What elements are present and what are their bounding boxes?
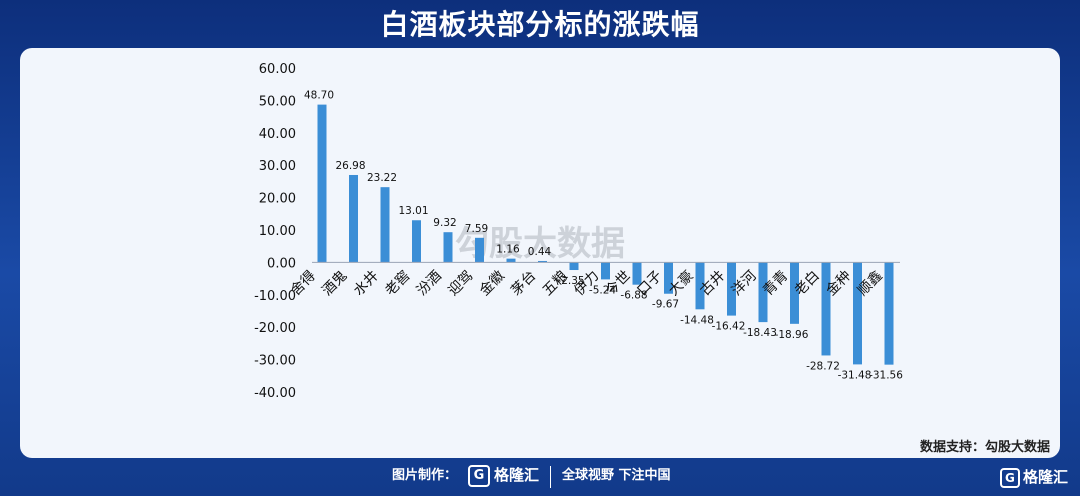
x-tick-label: 茅台 bbox=[508, 268, 539, 299]
y-tick-label: 10.00 bbox=[259, 224, 296, 239]
bar-chart: 勾股大数据 60.0050.0040.0030.0020.0010.000.00… bbox=[254, 62, 903, 401]
corner-logo-text: 格隆汇 bbox=[1022, 468, 1068, 486]
footer-logo-text: 格隆汇 bbox=[494, 466, 540, 484]
footer-slogan: 全球视野 下注中国 bbox=[562, 468, 671, 483]
value-label: -18.43 bbox=[743, 327, 777, 339]
bar bbox=[443, 232, 453, 263]
bar bbox=[538, 260, 547, 263]
chart-panel bbox=[20, 48, 1060, 458]
y-tick-label: 40.00 bbox=[259, 127, 296, 142]
value-label: -5.24 bbox=[589, 284, 616, 296]
bar bbox=[790, 262, 799, 324]
bar bbox=[695, 262, 705, 310]
y-tick-label: 20.00 bbox=[259, 192, 296, 207]
value-label: -2.35 bbox=[557, 275, 584, 287]
brand-logo-icon: G bbox=[999, 467, 1020, 488]
value-label: 7.59 bbox=[465, 223, 488, 235]
value-label: 9.32 bbox=[433, 217, 456, 229]
bar bbox=[412, 220, 421, 263]
bar bbox=[506, 258, 516, 263]
corner-logo[interactable]: G 格隆汇 bbox=[999, 466, 1068, 488]
value-label: -9.67 bbox=[652, 299, 679, 311]
bar bbox=[349, 174, 358, 263]
y-tick-label: -30.00 bbox=[254, 354, 296, 369]
x-tick-label: 金徽 bbox=[477, 268, 508, 299]
value-label: -16.42 bbox=[712, 321, 746, 333]
x-tick-label: 老窖 bbox=[382, 267, 414, 299]
bar bbox=[632, 262, 642, 285]
x-tick-label: 酒鬼 bbox=[319, 268, 350, 299]
bars bbox=[317, 104, 894, 365]
value-label: 1.16 bbox=[496, 244, 520, 256]
y-tick-label: 60.00 bbox=[259, 62, 296, 77]
y-tick-label: 30.00 bbox=[259, 159, 296, 174]
value-label: -6.88 bbox=[620, 290, 647, 302]
data-source-note: 数据支持：勾股大数据 bbox=[919, 440, 1050, 455]
bar bbox=[601, 262, 610, 280]
x-tick-label: 迎驾 bbox=[445, 268, 476, 299]
footer-logo[interactable]: G 格隆汇 bbox=[468, 464, 539, 487]
value-label: 0.44 bbox=[528, 246, 552, 258]
bar bbox=[380, 187, 390, 263]
x-tick-label: 五粮 bbox=[540, 268, 571, 299]
value-label: -14.48 bbox=[680, 314, 714, 326]
value-label: 23.22 bbox=[367, 172, 397, 184]
y-tick-label: 50.00 bbox=[259, 94, 296, 109]
footer-credit-label: 图片制作： bbox=[392, 468, 458, 483]
bar bbox=[317, 104, 327, 263]
value-label: 26.98 bbox=[335, 160, 365, 172]
bar bbox=[664, 262, 673, 294]
value-label: -18.96 bbox=[775, 329, 809, 341]
y-tick-label: -20.00 bbox=[254, 321, 296, 336]
bar bbox=[821, 262, 831, 356]
x-tick-label: 汾酒 bbox=[414, 268, 445, 299]
footer-divider bbox=[550, 466, 551, 488]
page-title: 白酒板块部分标的涨跌幅 bbox=[380, 8, 700, 41]
brand-logo-icon: G bbox=[468, 464, 490, 487]
y-tick-label: 0.00 bbox=[267, 256, 296, 271]
y-tick-label: -10.00 bbox=[254, 289, 296, 304]
value-label: 13.01 bbox=[398, 205, 428, 217]
bar bbox=[727, 262, 736, 316]
value-label: -31.48 bbox=[838, 369, 872, 381]
y-tick-label: -40.00 bbox=[254, 386, 296, 401]
value-label: -28.72 bbox=[806, 360, 840, 372]
bar bbox=[884, 262, 894, 365]
bar bbox=[569, 262, 579, 271]
footer: 图片制作： G 格隆汇 全球视野 下注中国 bbox=[0, 462, 1080, 492]
bar bbox=[758, 262, 768, 323]
value-label: 48.70 bbox=[304, 90, 334, 102]
bar bbox=[853, 262, 862, 365]
bar bbox=[475, 237, 484, 263]
value-label: -31.56 bbox=[869, 370, 903, 382]
y-axis: 60.00 50.00 40.00 30.00 20.00 10.00 0.00 -10.00… bbox=[254, 62, 296, 401]
x-tick-label: 水井 bbox=[351, 268, 382, 299]
